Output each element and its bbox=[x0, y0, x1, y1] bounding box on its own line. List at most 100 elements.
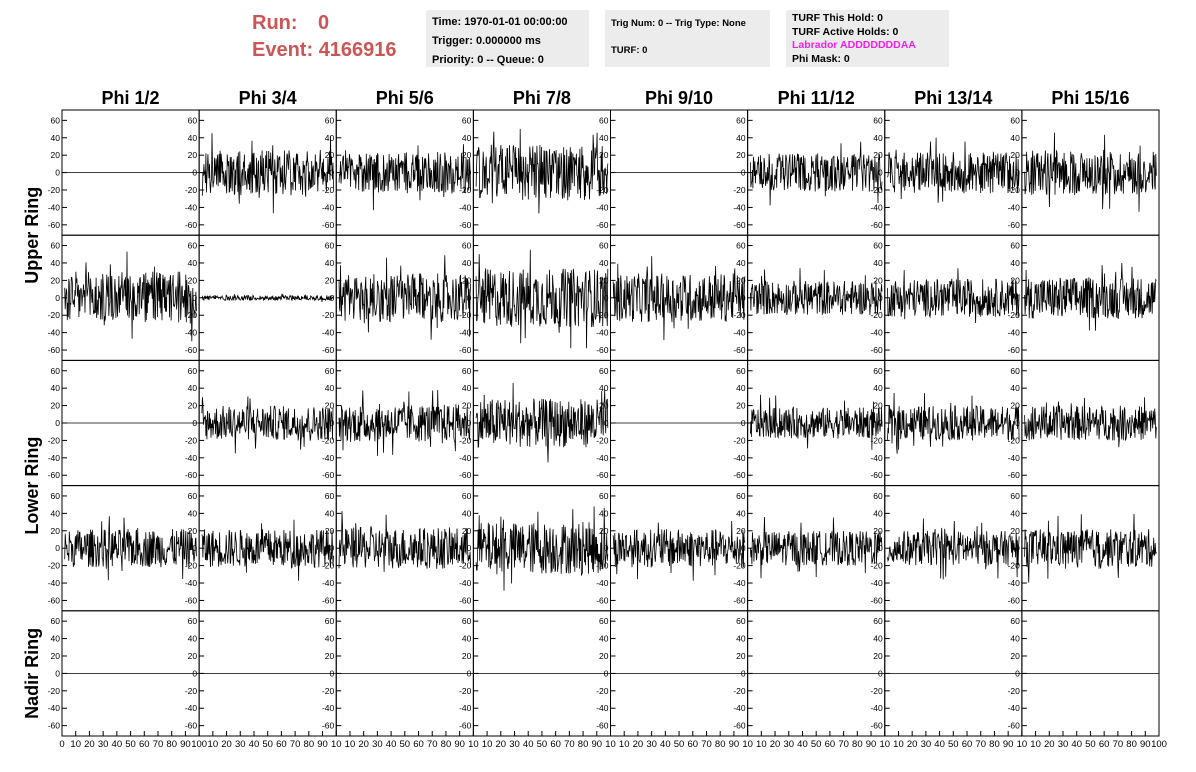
y-tick-label: -60 bbox=[733, 595, 746, 605]
y-tick-label: 20 bbox=[325, 150, 335, 160]
y-tick-label: -60 bbox=[1008, 721, 1021, 731]
y-tick-label: -40 bbox=[48, 453, 61, 463]
waveform-trace bbox=[750, 394, 883, 450]
y-tick-label: -20 bbox=[733, 686, 746, 696]
y-tick-label: -40 bbox=[459, 578, 472, 588]
y-tick-label: 0 bbox=[192, 168, 197, 178]
y-tick-label: -40 bbox=[185, 578, 198, 588]
y-tick-label: 20 bbox=[325, 651, 335, 661]
y-tick-label: 40 bbox=[462, 634, 472, 644]
y-tick-label: 40 bbox=[51, 383, 61, 393]
y-tick-label: -40 bbox=[870, 578, 883, 588]
y-tick-label: -20 bbox=[459, 310, 472, 320]
y-tick-label: 60 bbox=[51, 241, 61, 251]
y-tick-label: -20 bbox=[733, 310, 746, 320]
x-tick-label: 30 bbox=[98, 739, 109, 750]
waveform-trace bbox=[201, 293, 334, 303]
y-tick-label: 20 bbox=[873, 275, 883, 285]
y-tick-label: 60 bbox=[462, 366, 472, 376]
y-tick-label: -60 bbox=[48, 470, 61, 480]
y-tick-label: 60 bbox=[462, 241, 472, 251]
y-tick-label: 60 bbox=[325, 366, 335, 376]
column-title-2: Phi 3/4 bbox=[239, 88, 297, 108]
y-tick-label: -40 bbox=[596, 703, 609, 713]
y-tick-label: 20 bbox=[736, 526, 746, 536]
y-tick-label: 40 bbox=[325, 133, 335, 143]
waveform-trace bbox=[887, 392, 1020, 454]
time-text: Time: 1970-01-01 00:00:00 bbox=[432, 16, 568, 28]
y-tick-label: 0 bbox=[467, 668, 472, 678]
y-tick-label: -40 bbox=[1008, 703, 1021, 713]
column-title-5: Phi 9/10 bbox=[645, 88, 713, 108]
y-tick-label: 20 bbox=[51, 150, 61, 160]
y-tick-label: -60 bbox=[459, 721, 472, 731]
y-tick-label: -60 bbox=[1008, 345, 1021, 355]
y-tick-label: 0 bbox=[55, 543, 60, 553]
y-tick-label: 60 bbox=[462, 491, 472, 501]
y-tick-label: -40 bbox=[459, 328, 472, 338]
event-line: Event: 4166916 bbox=[252, 37, 397, 64]
x-tick-label: 80 bbox=[715, 739, 726, 750]
y-tick-label: -60 bbox=[459, 220, 472, 230]
y-tick-label: -40 bbox=[733, 578, 746, 588]
y-tick-label: 60 bbox=[873, 115, 883, 125]
y-tick-label: 20 bbox=[462, 651, 472, 661]
y-tick-label: 40 bbox=[51, 258, 61, 268]
y-tick-label: 0 bbox=[1015, 168, 1020, 178]
turf-active-holds-text: TURF Active Holds: 0 bbox=[792, 25, 899, 38]
y-tick-label: -60 bbox=[185, 595, 198, 605]
column-title-7: Phi 13/14 bbox=[914, 88, 992, 108]
x-tick-label: 10 bbox=[1030, 739, 1041, 750]
y-tick-label: -40 bbox=[48, 328, 61, 338]
y-tick-label: 0 bbox=[330, 668, 335, 678]
y-tick-label: -20 bbox=[596, 561, 609, 571]
column-title-8: Phi 15/16 bbox=[1051, 88, 1129, 108]
x-tick-label: 20 bbox=[633, 739, 644, 750]
y-tick-label: 20 bbox=[1010, 526, 1020, 536]
waveform-trace bbox=[338, 255, 471, 340]
y-tick-label: 20 bbox=[462, 401, 472, 411]
y-tick-label: 20 bbox=[188, 651, 198, 661]
waveform-trace bbox=[338, 144, 471, 211]
y-tick-label: 40 bbox=[1010, 258, 1020, 268]
y-tick-label: -60 bbox=[870, 470, 883, 480]
y-tick-label: -40 bbox=[459, 202, 472, 212]
y-tick-label: 0 bbox=[604, 543, 609, 553]
event-value: 4166916 bbox=[318, 39, 397, 61]
x-tick-label: 40 bbox=[1071, 739, 1082, 750]
y-tick-label: -40 bbox=[733, 202, 746, 212]
y-tick-label: 0 bbox=[192, 543, 197, 553]
x-tick-label: 40 bbox=[660, 739, 671, 750]
waveform-trace bbox=[201, 396, 334, 454]
y-tick-label: -60 bbox=[185, 345, 198, 355]
y-tick-label: -40 bbox=[733, 328, 746, 338]
waveform-trace bbox=[887, 518, 1020, 580]
y-tick-label: 40 bbox=[325, 383, 335, 393]
event-label: Event: bbox=[252, 39, 314, 61]
x-tick-label: 90 bbox=[1003, 739, 1014, 750]
x-tick-label: 30 bbox=[783, 739, 794, 750]
y-tick-label: 0 bbox=[330, 293, 335, 303]
y-tick-label: 20 bbox=[462, 275, 472, 285]
y-tick-label: -40 bbox=[870, 703, 883, 713]
y-tick-label: 60 bbox=[51, 115, 61, 125]
x-tick-label: 60 bbox=[962, 739, 973, 750]
y-tick-label: 0 bbox=[741, 293, 746, 303]
run-event-header: Run: 0 Event: 4166916 bbox=[252, 10, 397, 64]
y-tick-label: 0 bbox=[55, 168, 60, 178]
x-tick-label: 20 bbox=[84, 739, 95, 750]
y-tick-label: 60 bbox=[51, 366, 61, 376]
waveform-trace bbox=[750, 516, 883, 579]
y-tick-label: 40 bbox=[736, 258, 746, 268]
y-tick-label: 0 bbox=[467, 418, 472, 428]
y-tick-label: 0 bbox=[467, 168, 472, 178]
y-tick-label: 40 bbox=[51, 508, 61, 518]
y-tick-label: 40 bbox=[873, 508, 883, 518]
y-tick-label: 20 bbox=[462, 150, 472, 160]
y-tick-label: 60 bbox=[325, 241, 335, 251]
y-tick-label: 40 bbox=[599, 634, 609, 644]
x-tick-label: 100 bbox=[191, 739, 207, 750]
y-tick-label: 40 bbox=[1010, 133, 1020, 143]
y-tick-label: 20 bbox=[873, 150, 883, 160]
waveform-trace bbox=[1024, 513, 1157, 583]
